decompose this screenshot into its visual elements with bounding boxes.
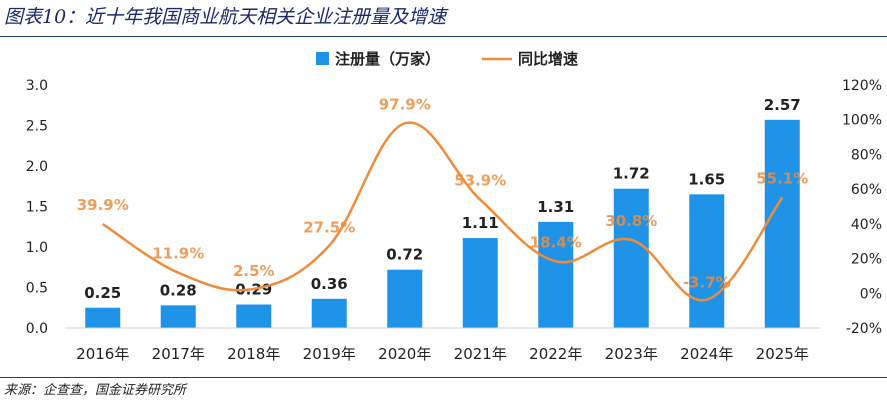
x-tick-label: 2017年 [152,345,205,363]
left-axis: 0.0 0.5 1.0 1.5 2.0 2.5 3.0 [26,78,48,337]
x-axis: 2016年 2017年 2018年 2019年 2020年 2021年 2022年 2023年… [65,327,820,363]
x-tick-label: 2020年 [378,345,431,363]
bar [462,238,498,328]
line-value-label: 18.4% [530,233,582,251]
bar [236,304,272,328]
right-tick-label: 80% [851,147,882,163]
source-note: 来源：企查查，国金证券研究所 [4,383,187,398]
right-tick-label: 120% [842,78,882,94]
bar-value-label: 0.36 [311,275,348,293]
right-tick-label: 100% [842,113,882,129]
bar-value-label: 0.72 [386,246,423,264]
right-tick-label: -20% [846,321,882,337]
combo-chart: 注册量（万家） 同比增速 0.0 0.5 1.0 1.5 2.0 2.5 3.0 -20% 0%… [26,50,882,363]
right-tick-label: 20% [851,252,882,268]
line-value-label: -3.7% [683,274,731,292]
bar [311,298,347,328]
right-axis: -20% 0% 20% 40% 60% 80% 100% 120% [842,78,882,337]
legend-bar-swatch [316,52,329,65]
bottom-rule [0,377,887,378]
bar-value-label: 0.28 [160,281,197,299]
left-tick-label: 1.0 [26,240,48,256]
bar [387,269,423,328]
bar-value-label: 1.72 [613,165,650,183]
line-value-label: 11.9% [152,245,204,263]
figure-title: 图表10：近十年我国商业航天相关企业注册量及增速 [4,6,447,28]
x-tick-label: 2023年 [605,345,658,363]
line-value-label: 30.8% [605,212,657,230]
x-tick-label: 2019年 [303,345,356,363]
right-tick-label: 0% [860,286,882,302]
line-value-label: 97.9% [379,95,431,113]
bar-value-label: 1.65 [688,170,725,188]
bar [85,307,121,328]
bar [689,194,725,328]
x-tick-label: 2018年 [227,345,280,363]
line-value-label: 55.1% [756,170,808,188]
line-value-label: 39.9% [77,196,129,214]
bar-value-label: 1.11 [462,214,499,232]
legend-line-label: 同比增速 [518,50,578,68]
bar-series [85,119,800,328]
growth-line [102,121,784,302]
line-value-label: 2.5% [233,262,275,280]
x-tick-label: 2024年 [680,345,733,363]
left-tick-label: 3.0 [26,78,48,94]
bar-value-label: 1.31 [537,198,574,216]
line-series [102,121,784,302]
x-tick-label: 2022年 [529,345,582,363]
line-value-label: 27.5% [303,219,355,237]
left-tick-label: 1.5 [26,200,48,216]
left-tick-label: 2.5 [26,119,48,135]
bar-value-label: 2.57 [764,96,801,114]
x-tick-label: 2025年 [756,345,809,363]
bar-value-label: 0.25 [84,284,121,302]
legend-bar-label: 注册量（万家） [335,50,440,68]
right-tick-label: 60% [851,182,882,198]
top-rule [0,36,887,37]
right-tick-label: 40% [851,217,882,233]
left-tick-label: 0.5 [26,281,48,297]
bar [160,305,196,328]
line-value-label: 53.9% [454,172,506,190]
bar [538,221,574,328]
left-tick-label: 2.0 [26,159,48,175]
left-tick-label: 0.0 [26,321,48,337]
line-value-labels: 39.9% 11.9% 2.5% 27.5% 97.9% 53.9% 18.4% 30.8% -… [77,95,809,291]
x-tick-label: 2021年 [454,345,507,363]
x-tick-label: 2016年 [76,345,129,363]
bar [613,188,649,328]
bar [764,119,800,328]
legend: 注册量（万家） 同比增速 [316,50,578,68]
